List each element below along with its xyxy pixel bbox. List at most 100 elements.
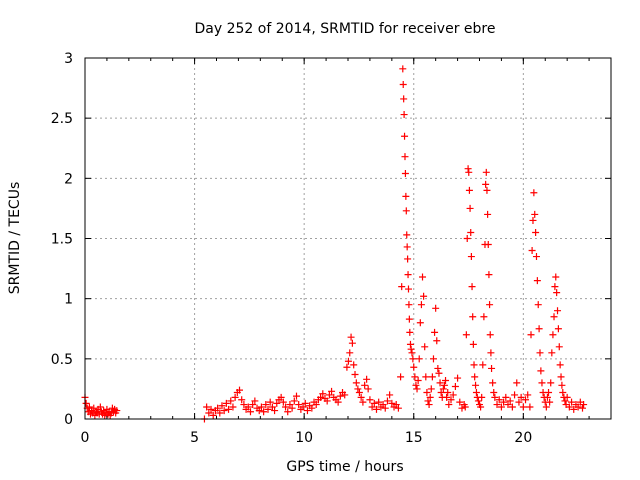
- data-point: [482, 168, 490, 176]
- data-point: [424, 397, 432, 405]
- data-point: [526, 403, 534, 411]
- data-point: [308, 404, 316, 412]
- data-point: [444, 389, 452, 397]
- data-point: [205, 409, 213, 417]
- data-point: [484, 241, 492, 249]
- axes: 0 5 10 15 20 0 0.5 1 1.5 2 2.5 3: [51, 51, 612, 446]
- data-point: [406, 328, 414, 336]
- data-point: [209, 411, 217, 419]
- data-point: [257, 403, 265, 411]
- data-point: [284, 408, 292, 416]
- data-point: [449, 391, 457, 399]
- y-tick-label: 2: [64, 171, 73, 187]
- data-point: [493, 401, 501, 409]
- data-point: [426, 393, 434, 401]
- data-point: [85, 403, 93, 411]
- data-point: [570, 405, 578, 413]
- data-point: [218, 402, 226, 410]
- data-point: [537, 367, 545, 375]
- data-point: [550, 313, 558, 321]
- data-point: [399, 65, 407, 73]
- data-point: [379, 401, 387, 409]
- data-point: [508, 403, 516, 411]
- data-point: [436, 379, 444, 387]
- data-point: [113, 407, 121, 415]
- data-point: [477, 403, 485, 411]
- data-point: [301, 399, 309, 407]
- data-point: [478, 393, 486, 401]
- data-point: [236, 386, 244, 394]
- data-point: [504, 401, 512, 409]
- data-point: [262, 401, 270, 409]
- data-point: [421, 343, 429, 351]
- data-point: [437, 389, 445, 397]
- data-point: [410, 363, 418, 371]
- data-point: [534, 301, 542, 309]
- data-point: [386, 391, 394, 399]
- data-point: [559, 389, 567, 397]
- data-point: [351, 370, 359, 378]
- y-tick-label: 1: [64, 292, 73, 308]
- data-point: [420, 292, 428, 300]
- grid-lines: [85, 58, 611, 419]
- data-point: [533, 277, 541, 285]
- data-point: [536, 349, 544, 357]
- data-point: [468, 283, 476, 291]
- data-point: [529, 216, 537, 224]
- data-point: [551, 283, 559, 291]
- y-tick-label: 0.5: [51, 352, 73, 368]
- data-point: [558, 381, 566, 389]
- data-point: [388, 399, 396, 407]
- data-point: [357, 393, 365, 401]
- data-point: [231, 393, 239, 401]
- data-point: [502, 393, 510, 401]
- data-point: [409, 355, 417, 363]
- data-point: [465, 186, 473, 194]
- data-point: [346, 349, 354, 357]
- data-point: [336, 392, 344, 400]
- data-point: [216, 409, 224, 417]
- data-point: [472, 389, 480, 397]
- y-tick-label: 2.5: [51, 111, 73, 127]
- data-point: [552, 273, 560, 281]
- y-axis-label: SRMTID / TECUs: [7, 182, 23, 295]
- data-point: [404, 285, 412, 293]
- data-point: [427, 385, 435, 393]
- data-point: [319, 390, 327, 398]
- data-point: [543, 393, 551, 401]
- data-point: [341, 391, 349, 399]
- data-point: [266, 398, 274, 406]
- y-tick-label: 0: [64, 412, 73, 428]
- data-point: [482, 180, 490, 188]
- data-point: [96, 403, 104, 411]
- data-point: [271, 407, 279, 415]
- data-point: [440, 381, 448, 389]
- data-point: [328, 387, 336, 395]
- data-point: [249, 401, 257, 409]
- plot-frame: [84, 57, 612, 420]
- data-point: [416, 319, 424, 327]
- data-point: [535, 325, 543, 333]
- data-point: [486, 301, 494, 309]
- data-point: [408, 349, 416, 357]
- data-point: [317, 393, 325, 401]
- data-point: [244, 403, 252, 411]
- data-point: [299, 403, 307, 411]
- data-point: [222, 399, 230, 407]
- data-point: [407, 345, 415, 353]
- data-point: [469, 313, 477, 321]
- data-point: [264, 405, 272, 413]
- data-point: [288, 404, 296, 412]
- data-points: [81, 65, 588, 423]
- data-point: [530, 189, 538, 197]
- data-point: [483, 186, 491, 194]
- data-point: [461, 403, 469, 411]
- data-point: [361, 381, 369, 389]
- x-tick-label: 10: [295, 430, 313, 446]
- data-point: [401, 170, 409, 178]
- data-point: [90, 404, 98, 412]
- data-point: [279, 398, 287, 406]
- data-point: [491, 393, 499, 401]
- x-tick-label: 20: [514, 430, 532, 446]
- data-point: [323, 397, 331, 405]
